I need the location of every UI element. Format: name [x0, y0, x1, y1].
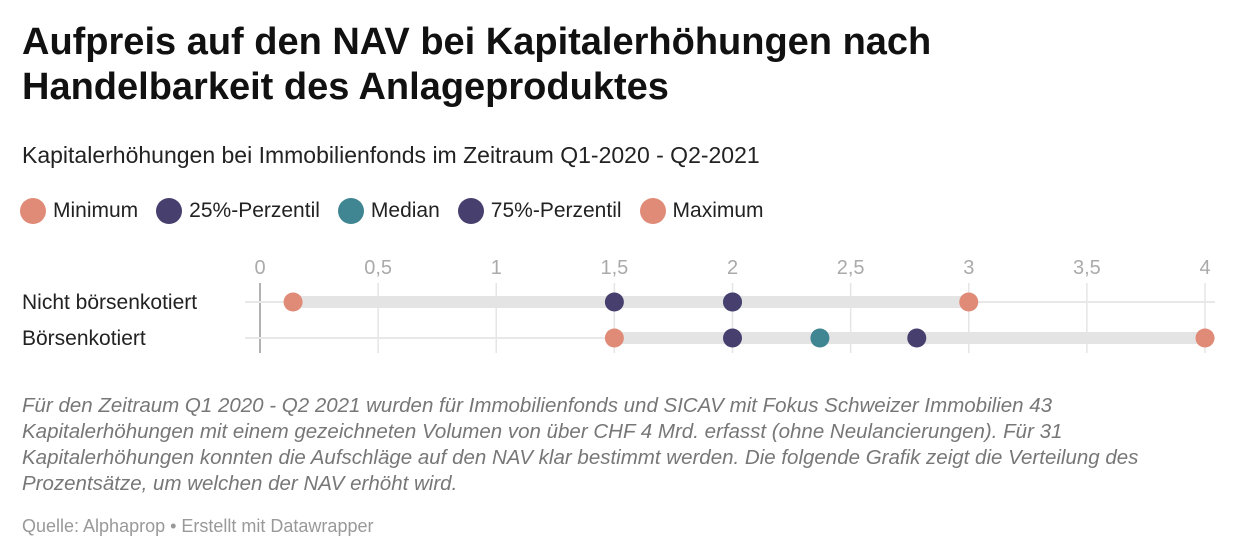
x-tick-label: 4 [1199, 257, 1210, 279]
source-line: Quelle: Alphaprop • Erstellt mit Datawra… [22, 516, 374, 536]
legend-item: Minimum [20, 198, 138, 224]
x-tick-label: 1 [491, 257, 502, 279]
range-bar [293, 296, 969, 308]
dot-25-perzentil [604, 292, 624, 312]
x-tick-label: 2 [727, 257, 738, 279]
dot-median [810, 328, 830, 348]
legend-label: 75%-Perzentil [490, 199, 622, 222]
legend-swatch [457, 198, 484, 224]
dot-minimum [604, 328, 624, 348]
x-tick-label: 2,5 [837, 257, 865, 279]
x-tick-label: 3 [963, 257, 974, 279]
legend-swatch [20, 198, 46, 224]
legend-item: Median [337, 198, 440, 224]
dot-maximum [1195, 328, 1215, 348]
legend-label: Median [370, 199, 440, 222]
x-tick-label: 1,5 [600, 257, 628, 279]
x-tick-label: 0 [254, 257, 265, 279]
legend-item: 25%-Perzentil [156, 198, 320, 224]
legend-item: Maximum [639, 198, 764, 224]
row-label: Nicht börsenkotiert [22, 291, 197, 314]
dot-25-perzentil [723, 328, 742, 348]
chart-title: Aufpreis auf den NAV bei Kapitalerhöhung… [22, 21, 932, 108]
row-label: Börsenkotiert [22, 327, 146, 350]
chart-note: Für den Zeitraum Q1 2020 - Q2 2021 wurde… [22, 394, 1139, 495]
dot-75-perzentil [907, 328, 927, 348]
legend: Minimum 25%-Perzentil Median 75%-Perzentil M… [20, 198, 764, 224]
legend-label: Minimum [53, 199, 139, 222]
legend-swatch [156, 198, 183, 224]
legend-label: Maximum [672, 199, 764, 222]
dot-75-perzentil [723, 292, 742, 312]
legend-swatch [639, 198, 666, 224]
legend-swatch [337, 198, 364, 224]
dot-maximum [959, 292, 979, 312]
legend-item: 75%-Perzentil [457, 198, 622, 224]
dot-minimum [283, 292, 303, 312]
legend-label: 25%-Perzentil [189, 199, 320, 222]
chart-subtitle: Kapitalerhöhungen bei Immobilienfonds im… [22, 142, 760, 168]
x-tick-label: 3,5 [1073, 257, 1101, 279]
x-tick-label: 0,5 [364, 257, 392, 279]
range-dot-chart: 0 0,5 1 1,5 2 2,5 3 3,5 4 Nicht börsenkotiert Börs… [22, 257, 1215, 353]
